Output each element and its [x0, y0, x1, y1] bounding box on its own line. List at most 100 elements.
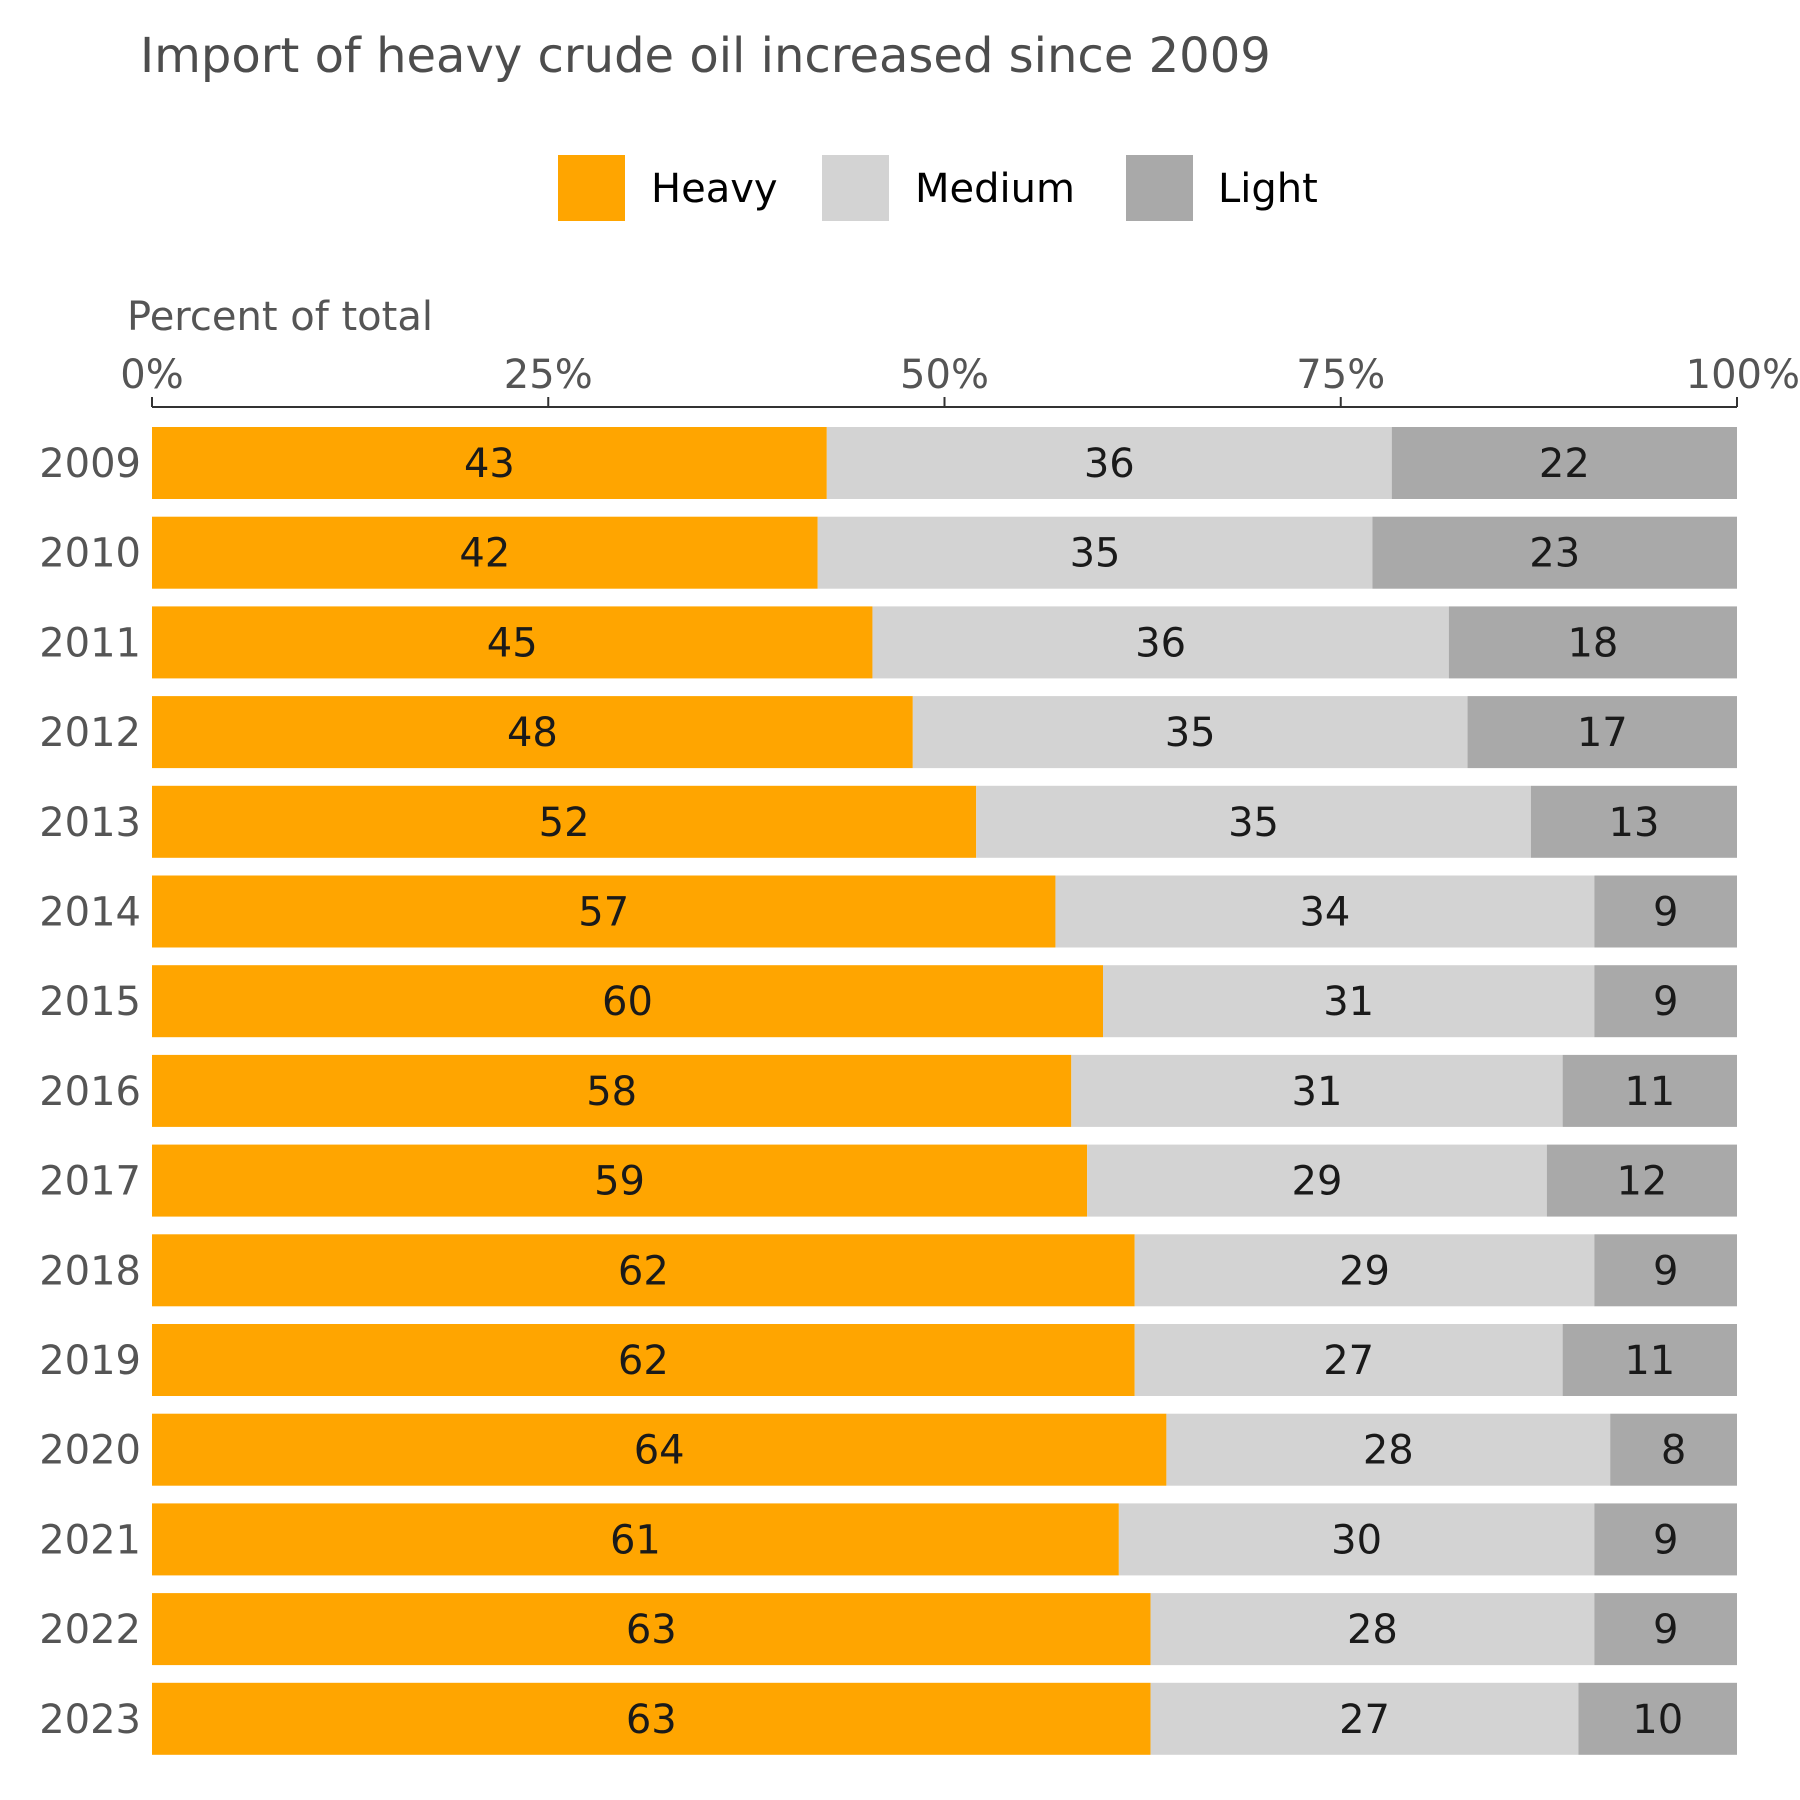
data-label-heavy-2020: 64 — [634, 1428, 685, 1474]
bar-segment-light-2014 — [1594, 875, 1737, 948]
bar-segment-light-2018 — [1594, 1234, 1737, 1307]
data-label-light-2011: 18 — [1567, 620, 1618, 666]
bar-segment-medium-2014 — [1055, 875, 1595, 948]
legend: Heavy Medium Light — [558, 155, 1318, 221]
bar-segment-medium-2022 — [1150, 1593, 1595, 1666]
x-tick-label: 75% — [1296, 352, 1385, 398]
bar-segment-heavy-2020 — [152, 1413, 1167, 1486]
y-tick-label-2010: 2010 — [39, 531, 141, 577]
bar-segment-heavy-2019 — [152, 1324, 1135, 1396]
data-label-medium-2010: 35 — [1070, 531, 1121, 577]
data-label-light-2012: 17 — [1577, 710, 1628, 756]
data-label-heavy-2011: 45 — [487, 620, 538, 666]
bar-segment-light-2015 — [1594, 965, 1737, 1038]
bar-segment-heavy-2014 — [152, 875, 1056, 948]
bar-segment-heavy-2011 — [152, 606, 873, 679]
data-label-heavy-2023: 63 — [626, 1697, 677, 1743]
bar-segment-light-2013 — [1530, 785, 1737, 858]
bar-segment-light-2022 — [1594, 1593, 1737, 1666]
data-label-medium-2015: 31 — [1323, 979, 1374, 1025]
y-tick-label-2019: 2019 — [39, 1338, 141, 1384]
y-tick-label-2014: 2014 — [39, 890, 141, 936]
bar-segment-medium-2018 — [1134, 1234, 1595, 1307]
bar-segment-light-2016 — [1562, 1054, 1737, 1127]
legend-swatch-heavy — [558, 155, 625, 221]
data-label-light-2013: 13 — [1609, 800, 1660, 846]
bar-segment-heavy-2018 — [152, 1234, 1135, 1307]
data-label-medium-2017: 29 — [1292, 1159, 1343, 1205]
bar-segment-heavy-2012 — [152, 696, 913, 769]
bar-segment-light-2021 — [1594, 1503, 1737, 1576]
data-label-light-2019: 11 — [1624, 1338, 1675, 1384]
data-label-medium-2021: 30 — [1331, 1517, 1382, 1563]
data-label-medium-2014: 34 — [1299, 890, 1350, 936]
data-label-medium-2013: 35 — [1228, 800, 1279, 846]
data-label-medium-2009: 36 — [1084, 441, 1135, 487]
bar-segment-medium-2010 — [817, 516, 1373, 589]
y-tick-label-2018: 2018 — [39, 1248, 141, 1294]
data-label-heavy-2012: 48 — [507, 710, 558, 756]
y-tick-label-2009: 2009 — [39, 441, 141, 487]
bar-segment-light-2017 — [1546, 1144, 1737, 1217]
data-label-light-2020: 8 — [1661, 1428, 1686, 1474]
data-label-heavy-2009: 43 — [464, 441, 515, 487]
bar-segment-light-2023 — [1578, 1682, 1737, 1755]
data-label-light-2022: 9 — [1653, 1607, 1678, 1653]
bar-segment-medium-2021 — [1118, 1503, 1595, 1576]
x-axis: 0% 25% 50% 75% 100% — [120, 352, 1800, 408]
data-label-medium-2011: 36 — [1135, 620, 1186, 666]
bar-segment-heavy-2022 — [152, 1593, 1151, 1666]
x-tick-label: 100% — [1686, 352, 1800, 398]
bar-segment-medium-2015 — [1103, 965, 1595, 1038]
data-label-medium-2023: 27 — [1339, 1697, 1390, 1743]
bar-segment-heavy-2021 — [152, 1503, 1119, 1576]
data-label-heavy-2017: 59 — [594, 1159, 645, 1205]
data-label-heavy-2013: 52 — [539, 800, 590, 846]
data-label-medium-2012: 35 — [1165, 710, 1216, 756]
data-label-medium-2020: 28 — [1363, 1428, 1414, 1474]
bar-segment-medium-2023 — [1150, 1682, 1579, 1755]
y-tick-label-2017: 2017 — [39, 1159, 141, 1205]
bar-segment-heavy-2017 — [152, 1144, 1088, 1217]
bar-segment-medium-2011 — [872, 606, 1449, 679]
bar-segment-light-2019 — [1562, 1324, 1737, 1396]
bar-segment-medium-2012 — [912, 696, 1468, 769]
axis-title: Percent of total — [127, 294, 433, 340]
y-tick-label-2012: 2012 — [39, 710, 141, 756]
y-tick-label-2011: 2011 — [39, 620, 141, 666]
data-label-heavy-2016: 58 — [586, 1069, 637, 1115]
legend-label-heavy: Heavy — [651, 166, 778, 212]
bar-segment-light-2010 — [1372, 516, 1737, 589]
bar-segment-light-2011 — [1448, 606, 1737, 679]
chart-title: Import of heavy crude oil increased sinc… — [140, 28, 1271, 84]
data-label-heavy-2022: 63 — [626, 1607, 677, 1653]
legend-label-medium: Medium — [915, 166, 1075, 212]
bar-segment-medium-2019 — [1134, 1324, 1563, 1396]
bar-segment-heavy-2015 — [152, 965, 1103, 1038]
data-label-light-2021: 9 — [1653, 1517, 1678, 1563]
bar-segment-heavy-2013 — [152, 785, 977, 858]
bar-segment-heavy-2010 — [152, 516, 818, 589]
data-label-light-2009: 22 — [1539, 441, 1590, 487]
bar-segment-medium-2020 — [1166, 1413, 1611, 1486]
y-tick-label-2016: 2016 — [39, 1069, 141, 1115]
legend-label-light: Light — [1218, 166, 1318, 212]
data-label-light-2010: 23 — [1529, 531, 1580, 577]
bar-segment-heavy-2023 — [152, 1682, 1151, 1755]
data-label-light-2018: 9 — [1653, 1248, 1678, 1294]
y-tick-label-2022: 2022 — [39, 1607, 141, 1653]
y-tick-label-2015: 2015 — [39, 979, 141, 1025]
data-label-heavy-2018: 62 — [618, 1248, 669, 1294]
bars: 43 36 22 42 35 23 45 36 18 48 35 17 52 35 13 57 34 9 60 31 9… — [152, 427, 1737, 1755]
data-label-heavy-2014: 57 — [578, 890, 629, 936]
data-label-light-2014: 9 — [1653, 890, 1678, 936]
data-label-medium-2022: 28 — [1347, 1607, 1398, 1653]
y-tick-label-2021: 2021 — [39, 1517, 141, 1563]
data-label-medium-2016: 31 — [1292, 1069, 1343, 1115]
data-label-heavy-2015: 60 — [602, 979, 653, 1025]
bar-segment-heavy-2016 — [152, 1054, 1072, 1127]
bar-segment-light-2009 — [1391, 427, 1737, 499]
x-tick-label: 0% — [120, 352, 183, 398]
year-labels: 2009 2010 2011 2012 2013 2014 2015 2016 2017 2018… — [39, 441, 141, 1743]
